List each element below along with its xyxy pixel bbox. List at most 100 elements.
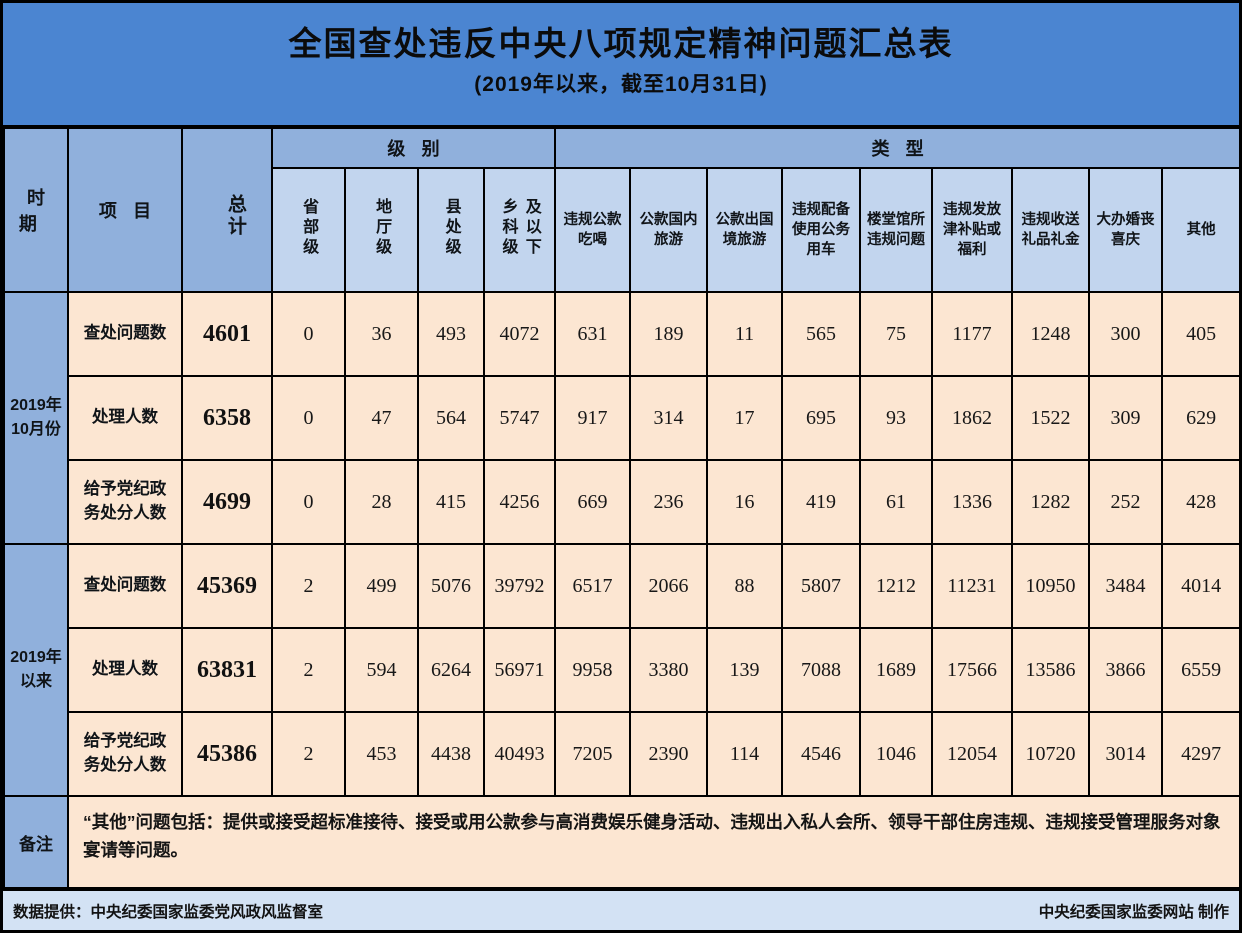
data-cell: 0	[271, 291, 346, 377]
data-cell: 3866	[1088, 627, 1164, 713]
data-cell: 405	[1161, 291, 1242, 377]
data-cell: 419	[781, 459, 862, 545]
note-label: 备注	[3, 795, 69, 889]
data-cell: 300	[1088, 291, 1164, 377]
data-cell: 75	[859, 291, 934, 377]
data-cell: 4256	[482, 459, 557, 545]
header-level-col: 地厅级	[344, 167, 419, 293]
header-type-col: 违规配备 使用公务 用车	[781, 167, 862, 293]
data-cell: 3484	[1088, 543, 1164, 629]
header-type-col: 公款出国 境旅游	[706, 167, 784, 293]
table-row: 处理人数 6358 0 47 564 5747 917 314 17 695 93 1862 1522 3…	[4, 375, 1242, 461]
data-cell: 36	[344, 291, 419, 377]
data-cell: 61	[859, 459, 934, 545]
data-cell: 40493	[482, 711, 557, 797]
table-row: 给予党纪政 务处分人数 45386 2 453 4438 40493 7205 2390 114…	[4, 711, 1242, 797]
page-title: 全国查处违反中央八项规定精神问题汇总表	[288, 25, 954, 62]
data-cell: 415	[417, 459, 485, 545]
data-cell: 189	[629, 291, 709, 377]
row-label: 处理人数	[67, 627, 183, 713]
header-type-col: 大办婚丧 喜庆	[1088, 167, 1164, 293]
header-type-col: 违规发放 津补贴或 福利	[931, 167, 1014, 293]
data-cell: 139	[706, 627, 784, 713]
data-cell: 39792	[482, 543, 557, 629]
note-text: “其他”问题包括：提供或接受超标准接待、接受或用公款参与高消费娱乐健身活动、违规…	[66, 795, 1242, 889]
note-row: 备注 “其他”问题包括：提供或接受超标准接待、接受或用公款参与高消费娱乐健身活动…	[3, 795, 1242, 889]
data-cell: 1336	[931, 459, 1014, 545]
header-type-col: 公款国内 旅游	[629, 167, 709, 293]
header-period: 时期	[3, 127, 69, 293]
data-cell: 565	[781, 291, 862, 377]
data-cell: 7205	[554, 711, 632, 797]
data-cell: 499	[344, 543, 419, 629]
row-label: 给予党纪政 务处分人数	[67, 459, 183, 545]
header-level-col-text: 省部级	[300, 197, 318, 258]
data-cell: 114	[706, 711, 784, 797]
data-cell: 11231	[931, 543, 1014, 629]
data-cell: 4014	[1161, 543, 1242, 629]
summary-table: 时期 项目 总计 级别 类型 省部级 地厅级 县处级 乡科级 及以下 违规公款 吃喝 公款…	[3, 127, 1242, 889]
data-cell: 917	[554, 375, 632, 461]
row-label: 处理人数	[67, 375, 183, 461]
data-cell: 453	[344, 711, 419, 797]
data-cell: 6264	[417, 627, 485, 713]
total-value-cell: 45369	[181, 543, 273, 629]
total-value-cell: 4699	[181, 459, 273, 545]
total-value-cell: 4601	[181, 291, 273, 377]
data-cell: 1177	[931, 291, 1014, 377]
data-cell: 9958	[554, 627, 632, 713]
data-cell: 13586	[1011, 627, 1091, 713]
period-cell: 2019年 10月份	[3, 291, 69, 545]
data-cell: 309	[1088, 375, 1164, 461]
data-cell: 236	[629, 459, 709, 545]
data-cell: 1248	[1011, 291, 1091, 377]
data-cell: 695	[781, 375, 862, 461]
data-cell: 16	[706, 459, 784, 545]
data-cell: 28	[344, 459, 419, 545]
table-row: 处理人数 63831 2 594 6264 56971 9958 3380 139 7088 168…	[4, 627, 1242, 713]
data-cell: 10950	[1011, 543, 1091, 629]
period-cell: 2019年 以来	[3, 543, 69, 797]
data-cell: 6559	[1161, 627, 1242, 713]
data-cell: 314	[629, 375, 709, 461]
header-level-col-text: 县处级	[442, 197, 460, 258]
data-cell: 2390	[629, 711, 709, 797]
data-cell: 3014	[1088, 711, 1164, 797]
data-cell: 2	[271, 627, 346, 713]
data-cell: 493	[417, 291, 485, 377]
row-label: 给予党纪政 务处分人数	[67, 711, 183, 797]
total-value-cell: 6358	[181, 375, 273, 461]
data-cell: 56971	[482, 627, 557, 713]
header-type-col: 其他	[1161, 167, 1242, 293]
data-cell: 4438	[417, 711, 485, 797]
header-type-col: 楼堂馆所 违规问题	[859, 167, 934, 293]
data-cell: 1212	[859, 543, 934, 629]
data-cell: 1046	[859, 711, 934, 797]
data-cell: 4297	[1161, 711, 1242, 797]
row-label: 查处问题数	[67, 543, 183, 629]
header-type-col: 违规公款 吃喝	[554, 167, 632, 293]
header-level-col-text: 地厅级	[373, 197, 391, 258]
data-cell: 5747	[482, 375, 557, 461]
data-cell: 428	[1161, 459, 1242, 545]
data-cell: 17	[706, 375, 784, 461]
total-value-cell: 45386	[181, 711, 273, 797]
data-cell: 5076	[417, 543, 485, 629]
footer-credit-right: 中央纪委国家监委网站 制作	[1038, 903, 1229, 921]
header-level-col-text: 乡科级 及以下	[499, 197, 540, 258]
header-group-row: 时期 项目 总计 级别 类型	[3, 127, 1242, 293]
header-group-level: 级别	[270, 127, 557, 169]
table-row: 给予党纪政 务处分人数 4699 0 28 415 4256 669 236 16 419 61 13…	[4, 459, 1242, 545]
total-value-cell: 63831	[181, 627, 273, 713]
data-cell: 5807	[781, 543, 862, 629]
title-band: 全国查处违反中央八项规定精神问题汇总表 (2019年以来，截至10月31日)	[3, 3, 1239, 127]
data-cell: 2	[271, 711, 346, 797]
page-subtitle: (2019年以来，截至10月31日)	[474, 73, 768, 97]
data-cell: 3380	[629, 627, 709, 713]
header-type-col: 违规收送 礼品礼金	[1011, 167, 1091, 293]
data-cell: 1689	[859, 627, 934, 713]
data-cell: 594	[344, 627, 419, 713]
header-level-col: 县处级	[417, 167, 485, 293]
